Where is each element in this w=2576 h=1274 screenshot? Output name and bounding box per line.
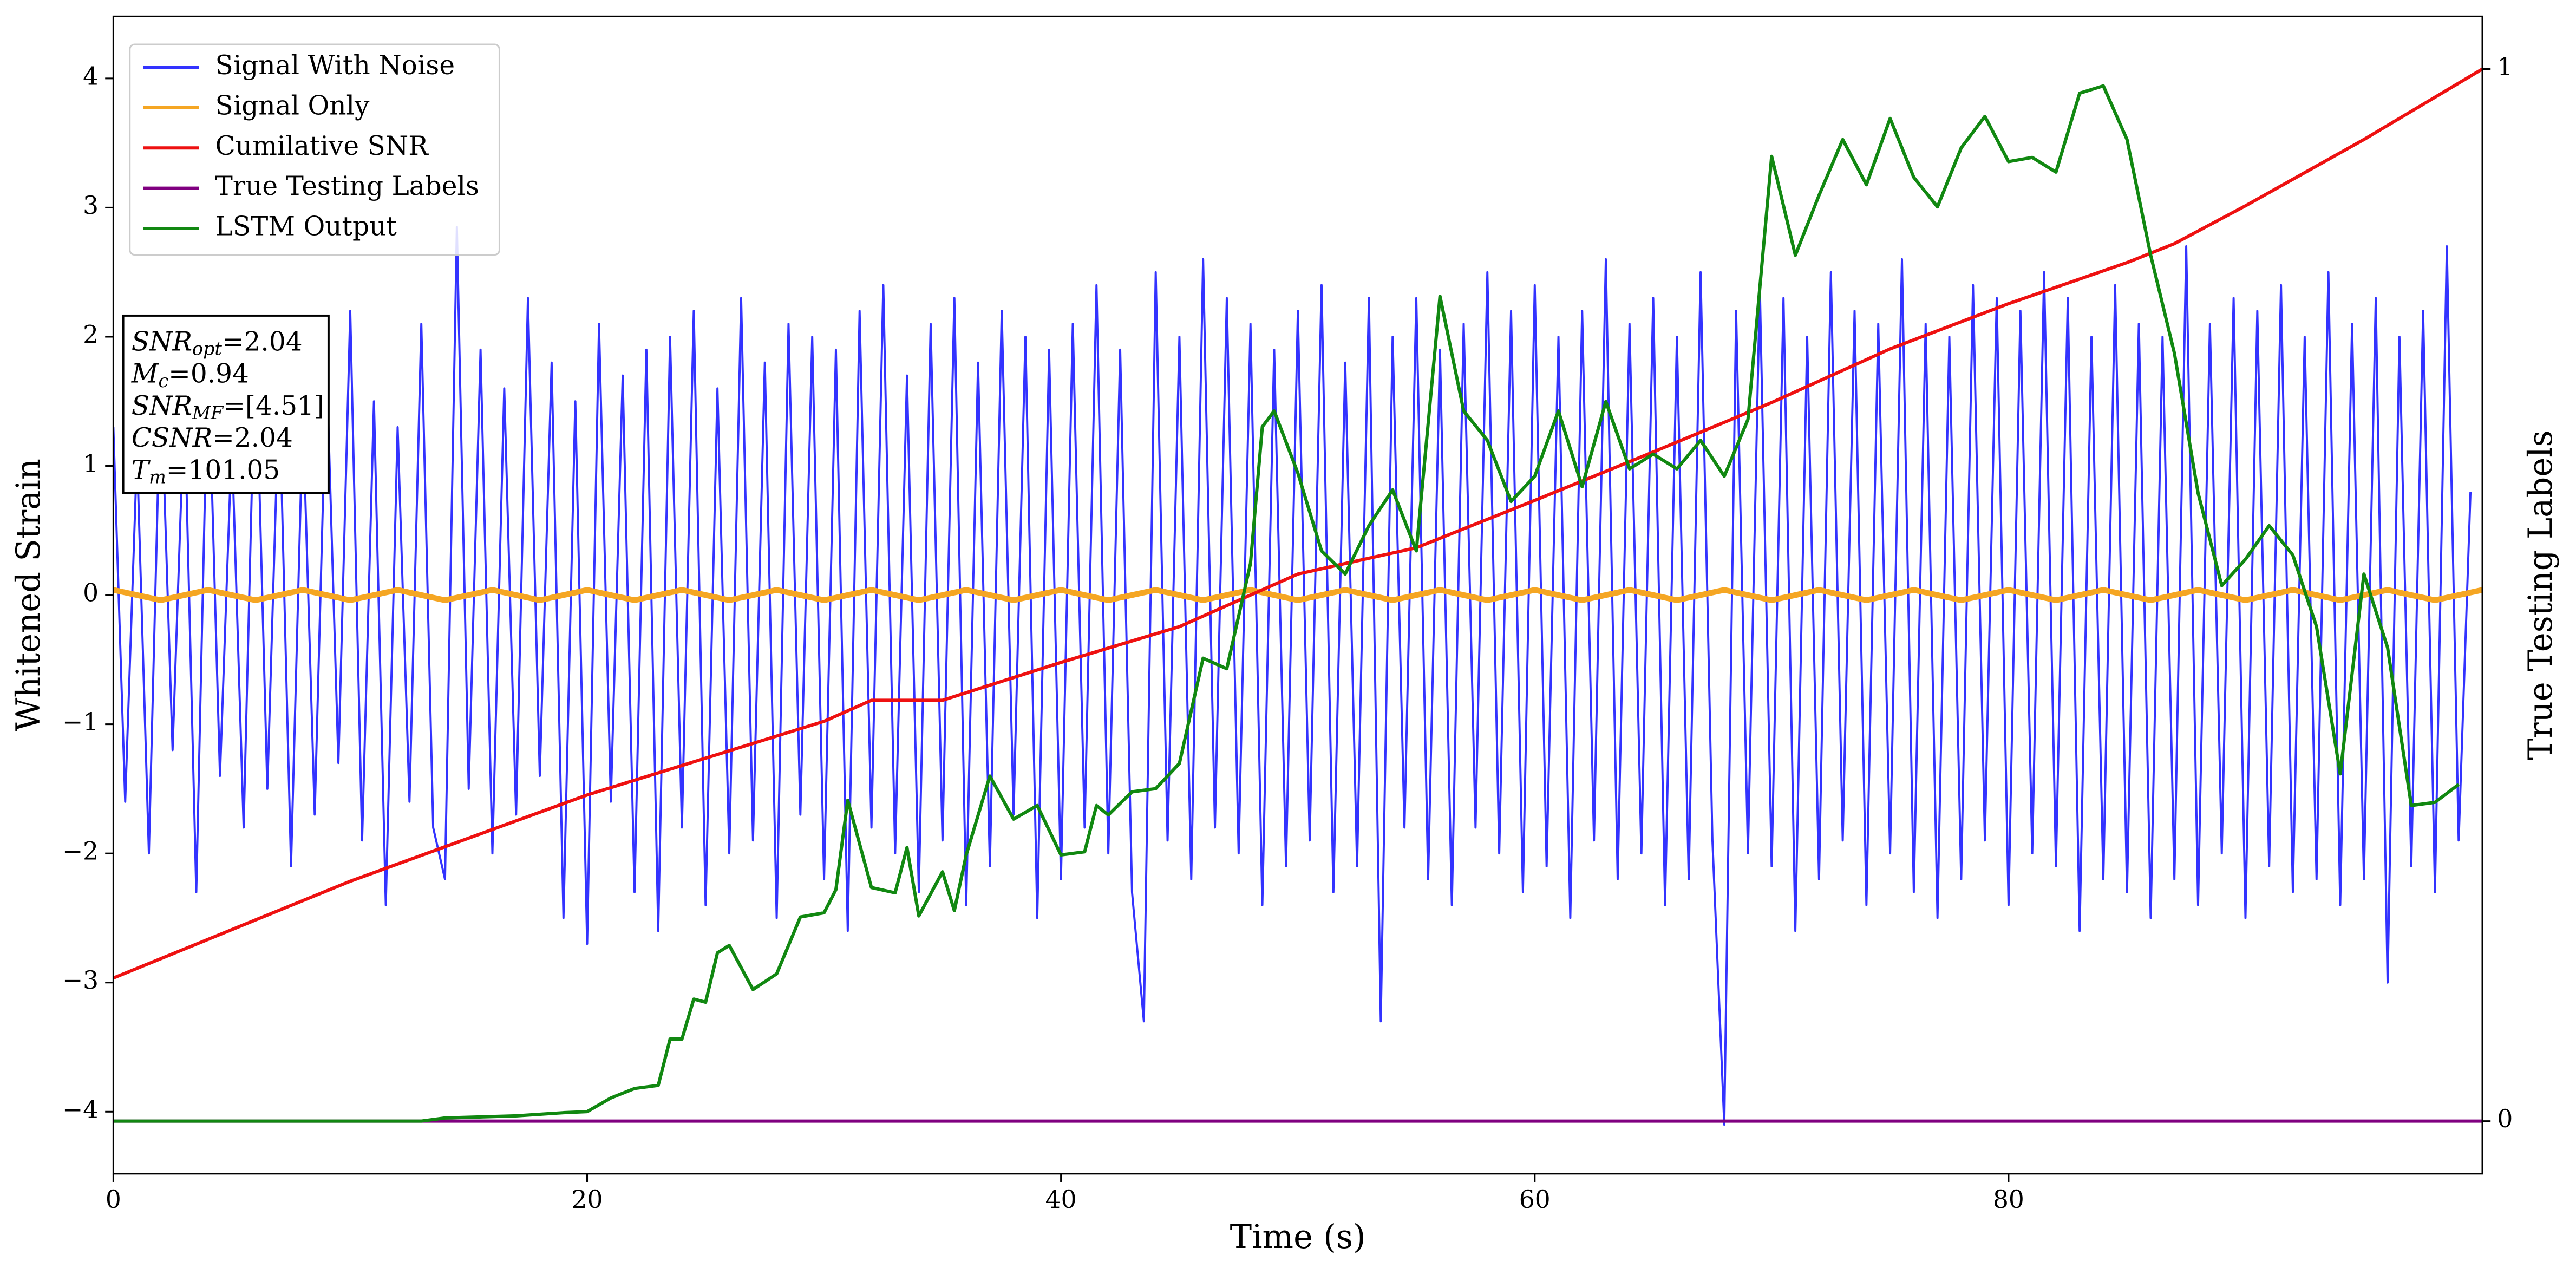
- x-tick-label: 60: [1519, 1185, 1551, 1214]
- annotation-line: SNRopt=2.04: [132, 326, 303, 360]
- legend-box: [129, 43, 500, 256]
- annotation-symbol: M: [131, 358, 159, 389]
- legend-label: Cumilative SNR: [215, 131, 429, 161]
- y-tick-label: −3: [62, 966, 99, 995]
- y-tick-label: 0: [83, 579, 99, 607]
- legend-label: True Testing Labels: [215, 171, 479, 201]
- series-line: [113, 226, 2472, 1126]
- annotation-subscript: MF: [192, 402, 224, 423]
- annotation-value: =2.04: [212, 423, 293, 453]
- y-axis-label: Whitened Strain: [10, 459, 48, 731]
- x-tick-label: 80: [1993, 1185, 2024, 1214]
- y2-tick-label: 1: [2497, 53, 2513, 81]
- annotation-line: Mc=0.94: [131, 358, 249, 391]
- y2-tick-label: 0: [2497, 1105, 2513, 1133]
- annotation-value: =[4.51]: [223, 390, 324, 421]
- y2-axis-label: True Testing Labels: [2522, 430, 2560, 760]
- annotation-subscript: opt: [192, 338, 222, 360]
- annotation-line: CSNR=2.04: [132, 423, 293, 453]
- y-tick-label: −4: [62, 1095, 99, 1124]
- annotation-symbol: SNR: [132, 390, 192, 421]
- x-axis-label: Time (s): [1230, 1218, 1366, 1256]
- annotation-line: Tm=101.05: [132, 455, 280, 488]
- series-line: [113, 84, 2460, 1123]
- annotation-symbol: SNR: [132, 326, 192, 357]
- y-tick-label: 1: [83, 449, 99, 478]
- annotation-value: =0.94: [168, 358, 249, 389]
- annotation-value: =101.05: [166, 455, 280, 485]
- annotation-line: SNRMF=[4.51]: [132, 390, 324, 423]
- annotation-box: [122, 314, 330, 494]
- y-tick-label: 4: [83, 62, 99, 90]
- series-line: [113, 587, 2483, 603]
- annotation-subscript: c: [158, 370, 168, 391]
- legend-label: Signal Only: [215, 90, 370, 121]
- legend-label: Signal With Noise: [215, 50, 455, 81]
- annotation-value: =2.04: [222, 326, 303, 357]
- x-tick-label: 0: [106, 1185, 121, 1214]
- y-tick-label: 2: [83, 320, 99, 349]
- annotation-symbol: T: [132, 455, 151, 485]
- x-tick-label: 20: [572, 1185, 603, 1214]
- legend-label: LSTM Output: [215, 212, 397, 242]
- x-tick-label: 40: [1045, 1185, 1077, 1214]
- y-tick-label: 3: [83, 191, 99, 220]
- y-tick-label: −1: [62, 708, 99, 736]
- annotation-symbol: CSNR: [132, 423, 212, 453]
- annotation-subscript: m: [149, 467, 166, 488]
- series-line: [113, 67, 2483, 980]
- y-tick-label: −2: [62, 837, 99, 866]
